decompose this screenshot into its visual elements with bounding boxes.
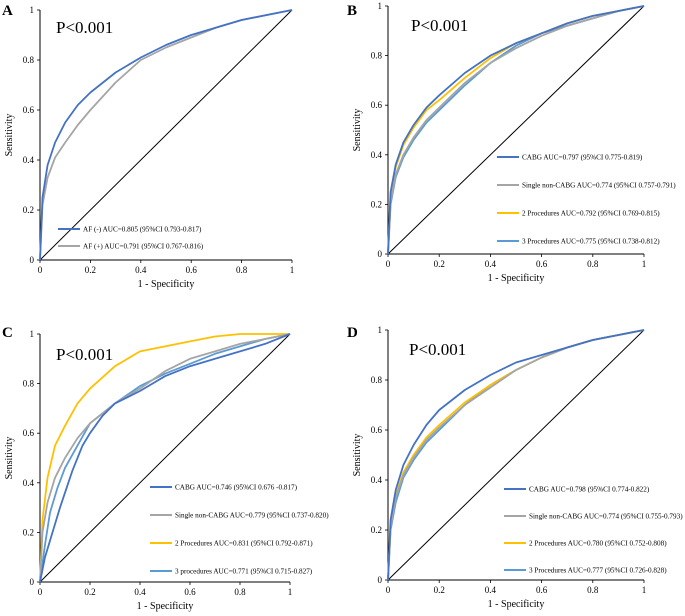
panel-b-x-tick-label: 0.2 (434, 259, 445, 269)
panel-c-y-tick-label: 0 (30, 577, 35, 587)
panel-b-x-tick-label: 0.6 (536, 259, 548, 269)
panel-d-y-tick-label: 0 (378, 575, 383, 585)
panel-a-y-axis-label: Sensitivity (4, 114, 15, 157)
panel-b-legend-label-4: 3 Procedures AUC=0.775 (95%CI 0.738-0.81… (522, 238, 660, 246)
panel-c-x-tick-label: 0.2 (84, 587, 95, 597)
panel-c-y-tick-label: 0.2 (23, 527, 34, 537)
panel-b-y-tick-label: 0.6 (371, 100, 383, 110)
panel-b-y-tick-label: 0.2 (371, 199, 382, 209)
panel-b-x-tick-label: 0.4 (485, 259, 497, 269)
panel-c-x-tick-label: 0 (38, 587, 43, 597)
panel-a-y-tick-label: 0.8 (23, 55, 35, 65)
panel-d-p-value: P<0.001 (409, 340, 466, 359)
panel-c-x-tick-label: 0.4 (134, 587, 146, 597)
panel-d-y-tick-label: 0.4 (371, 475, 383, 485)
panel-a-legend-label-1: AF (-) AUC=0.805 (95%CI 0.793-0.817) (83, 226, 202, 234)
panel-b-p-value: P<0.001 (411, 16, 468, 35)
panel-a-y-tick-label: 0.2 (23, 205, 34, 215)
panel-d-x-tick-label: 0.4 (485, 585, 497, 595)
roc-panel-a: A 0 0.2 0.4 0.6 0.8 1 0 0.2 0.4 0.6 0.8 1 1 - Specif… (0, 0, 300, 300)
panel-b-reference-line (387, 5, 645, 255)
panel-c-y-tick-label: 1 (30, 329, 35, 339)
roc-chart-c-svg: C 0 0.2 0.4 0.6 0.8 1 0 0.2 0.4 0.6 0.8 1 1 - Specif… (2, 325, 329, 612)
panel-b-x-tick-label: 0.8 (587, 259, 599, 269)
panel-d-x-tick-label: 0 (386, 585, 391, 595)
panel-d-y-tick-label: 0.2 (371, 525, 382, 535)
panel-d-x-tick-label: 0.2 (434, 585, 445, 595)
panel-a-p-value: P<0.001 (56, 18, 113, 37)
panel-c-reference-line (39, 333, 291, 583)
panel-b-roc-curve-1 (387, 5, 645, 255)
panel-d-roc-curve-1 (387, 329, 645, 581)
panel-c-x-tick-label: 1 (288, 587, 293, 597)
roc-chart-d-svg: D 0 0.2 0.4 0.6 0.8 1 0 0.2 0.4 0.6 0.8 1 1 - Specif… (347, 325, 683, 610)
panel-b-y-tick-label: 0 (378, 249, 383, 259)
panel-c-legend-label-2: Single non-CABG AUC=0.779 (95%CI 0.737-0… (175, 512, 329, 520)
panel-a-x-axis-label: 1 - Specificity (138, 279, 195, 290)
panel-b-legend-label-1: CABG AUC=0.797 (95%CI 0.775-0.819) (522, 154, 643, 162)
panel-b-y-tick-label: 0.4 (371, 150, 383, 160)
panel-c-y-tick-label: 0.8 (23, 379, 35, 389)
panel-c-legend-label-1: CABG AUC=0.746 (95%CI 0.676 -0.817) (175, 484, 298, 492)
panel-c-y-tick-label: 0.4 (23, 478, 35, 488)
panel-d-x-tick-label: 0.8 (587, 585, 599, 595)
panel-letter-a: A (2, 3, 13, 19)
panel-c-roc-curve-3 (39, 333, 290, 583)
roc-chart-b-svg: B 0 0.2 0.4 0.6 0.8 1 0 0.2 0.4 0.6 0.8 1 1 - Specif… (347, 1, 676, 284)
panel-a-x-tick-label: 0.4 (135, 265, 147, 275)
panel-b-y-tick-label: 1 (378, 1, 383, 11)
panel-a-y-tick-label: 0 (30, 255, 35, 265)
panel-b-roc-curve-2 (387, 5, 645, 255)
panel-c-legend-label-4: 3 procedures AUC=0.771 (95%CI 0.715-0.82… (175, 568, 313, 576)
panel-a-x-tick-label: 0.2 (85, 265, 96, 275)
panel-d-y-tick-label: 0.8 (371, 375, 383, 385)
panel-c-y-tick-label: 0.6 (23, 428, 35, 438)
panel-letter-c: C (2, 325, 13, 341)
panel-c-y-axis-label: Sensitivity (4, 437, 15, 480)
panel-c-legend-label-3: 2 Procedures AUC=0.831 (95%CI 0.792-0.87… (175, 540, 313, 548)
panel-a-y-tick-label: 0.6 (23, 105, 35, 115)
panel-a-x-tick-label: 0.6 (186, 265, 198, 275)
panel-d-legend-label-4: 3 Procedures AUC=0.777 (95%CI 0.726-0.82… (529, 567, 667, 575)
panel-b-x-tick-label: 0 (386, 259, 391, 269)
panel-c-x-axis-label: 1 - Specificity (137, 601, 194, 612)
panel-a-reference-line (39, 9, 293, 261)
panel-c-x-tick-label: 0.8 (234, 587, 246, 597)
panel-d-legend-label-3: 2 Procedures AUC=0.780 (95%CI 0.752-0.80… (529, 540, 667, 548)
panel-d-y-axis-label: Sensitivity (352, 434, 363, 477)
panel-c-p-value: P<0.001 (56, 345, 113, 364)
panel-b-legend-label-3: 2 Procedures AUC=0.792 (95%CI 0.769-0.81… (522, 210, 660, 218)
panel-a-x-tick-label: 0 (38, 265, 43, 275)
panel-b-x-axis-label: 1 - Specificity (488, 273, 545, 284)
panel-d-x-tick-label: 1 (642, 585, 647, 595)
panel-a-x-tick-label: 1 (290, 265, 295, 275)
roc-chart-a-svg: A 0 0.2 0.4 0.6 0.8 1 0 0.2 0.4 0.6 0.8 1 1 - Specif… (2, 3, 295, 290)
panel-b-legend-label-2: Single non-CABG AUC=0.774 (95%CI 0.757-0… (522, 182, 676, 190)
panel-a-legend-label-2: AF (+) AUC=0.791 (95%CI 0.767-0.816) (83, 243, 204, 251)
panel-a-roc-curve-1 (39, 9, 293, 261)
panel-d-legend-label-1: CABG AUC=0.798 (95%CI 0.774-0.822) (529, 486, 650, 494)
panel-a-y-tick-label: 0.4 (23, 155, 35, 165)
panel-c-roc-curve-1 (39, 333, 291, 583)
panel-d-legend-label-2: Single non-CABG AUC=0.774 (95%CI 0.755-0… (529, 513, 683, 521)
roc-panel-b: B 0 0.2 0.4 0.6 0.8 1 0 0.2 0.4 0.6 0.8 1 1 - Specif… (345, 0, 685, 300)
panel-d-y-tick-label: 0.6 (371, 425, 383, 435)
panel-b-y-axis-label: Sensitivity (352, 109, 363, 152)
panel-d-reference-line (387, 329, 645, 581)
panel-d-x-tick-label: 0.6 (536, 585, 548, 595)
roc-panel-c: C 0 0.2 0.4 0.6 0.8 1 0 0.2 0.4 0.6 0.8 1 1 - Specif… (0, 322, 329, 616)
panel-a-y-tick-label: 1 (30, 5, 35, 15)
panel-a-x-tick-label: 0.8 (236, 265, 248, 275)
panel-b-y-tick-label: 0.8 (371, 51, 383, 61)
panel-letter-d: D (347, 325, 358, 341)
panel-letter-b: B (347, 3, 357, 19)
roc-panel-d: D 0 0.2 0.4 0.6 0.8 1 0 0.2 0.4 0.6 0.8 1 1 - Specif… (345, 322, 685, 616)
panel-d-y-tick-label: 1 (378, 325, 383, 335)
panel-d-x-axis-label: 1 - Specificity (488, 599, 545, 610)
panel-c-x-tick-label: 0.6 (184, 587, 196, 597)
panel-b-x-tick-label: 1 (642, 259, 647, 269)
